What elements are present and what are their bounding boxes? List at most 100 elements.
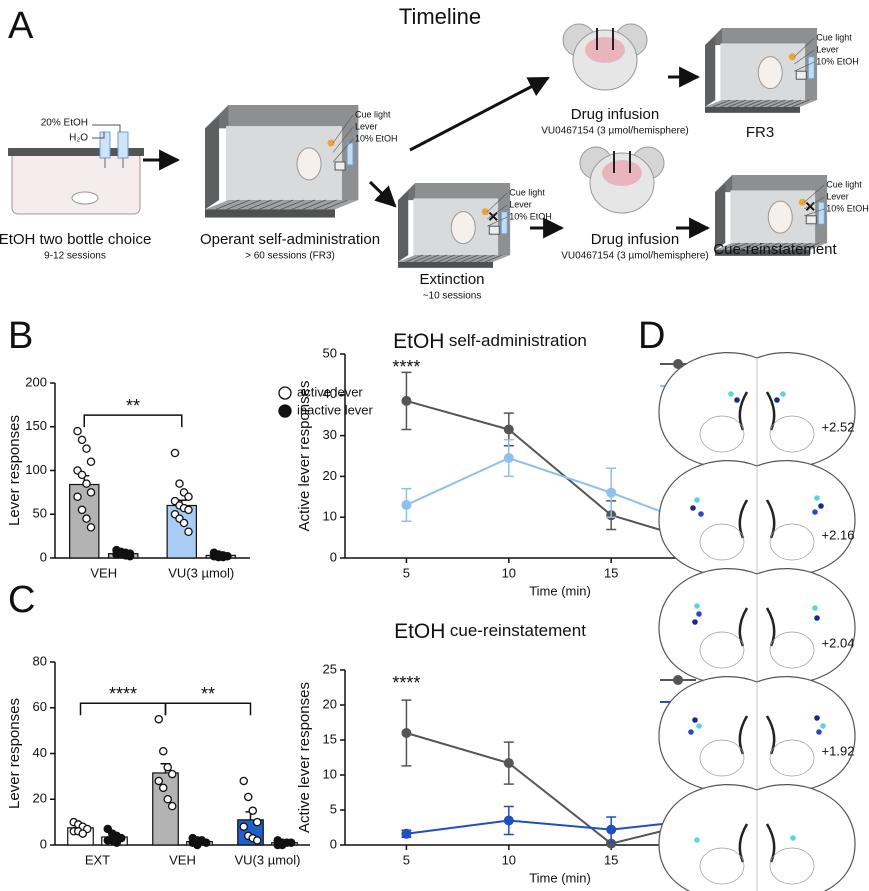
data-point bbox=[606, 487, 617, 498]
label-line bbox=[332, 126, 354, 153]
box-front bbox=[398, 261, 493, 268]
grid-bar bbox=[477, 254, 495, 263]
y-axis-label: Active lever responses bbox=[296, 381, 313, 532]
x-tick-label: 5 bbox=[403, 565, 410, 580]
data-point bbox=[401, 395, 412, 406]
panel-label: B bbox=[8, 315, 33, 357]
rat bbox=[296, 147, 322, 181]
data-point bbox=[78, 829, 88, 838]
placement-dot bbox=[814, 495, 820, 501]
data-point bbox=[82, 444, 91, 453]
cage bbox=[11, 151, 141, 215]
label: VU0467154 (3 µmol/hemisphere) bbox=[561, 251, 709, 262]
annotation: **** bbox=[392, 357, 420, 377]
mouse bbox=[71, 191, 99, 205]
placement-dot bbox=[780, 391, 786, 397]
ventricle bbox=[765, 607, 776, 647]
data-point bbox=[218, 552, 228, 562]
data-point bbox=[184, 492, 193, 501]
cue-light bbox=[788, 53, 796, 61]
ventricle bbox=[765, 391, 776, 431]
bottle bbox=[117, 131, 129, 159]
x-tick-label: 10 bbox=[502, 565, 516, 580]
data-point bbox=[252, 836, 262, 845]
subtitle: self-administration bbox=[449, 331, 587, 350]
data-point bbox=[170, 448, 180, 458]
label: H₂O bbox=[69, 133, 88, 144]
y-tick-label: 60 bbox=[33, 699, 47, 714]
placement-dot bbox=[818, 503, 824, 509]
data-point bbox=[179, 518, 189, 528]
data-point bbox=[154, 776, 163, 786]
lever bbox=[488, 225, 500, 235]
ventricle bbox=[738, 499, 749, 539]
data-point bbox=[167, 801, 177, 811]
data-point bbox=[286, 838, 296, 847]
bottle bbox=[99, 131, 111, 159]
rat bbox=[757, 56, 783, 90]
label: Cue light bbox=[826, 179, 862, 189]
y-tick-label: 0 bbox=[330, 836, 337, 851]
label-line bbox=[794, 37, 815, 58]
ventricle bbox=[738, 607, 749, 647]
data-point bbox=[239, 822, 248, 831]
data-point bbox=[184, 505, 193, 515]
y-tick-label: 40 bbox=[33, 745, 47, 760]
significance-label: **** bbox=[109, 684, 137, 704]
grid-bar bbox=[791, 99, 810, 108]
grid-bar bbox=[291, 199, 316, 210]
box-side bbox=[705, 36, 716, 107]
ventricle bbox=[765, 715, 776, 755]
placement-dot bbox=[814, 615, 820, 621]
label-line bbox=[487, 192, 508, 213]
label: Cue light bbox=[509, 187, 545, 197]
label: 10% EtOH bbox=[509, 211, 552, 221]
data-point bbox=[201, 838, 211, 847]
data-point bbox=[503, 453, 514, 464]
grid-bar bbox=[722, 242, 741, 251]
placement-dot bbox=[694, 497, 700, 503]
grid-bar bbox=[226, 199, 251, 210]
box-front bbox=[205, 209, 335, 218]
data-point bbox=[192, 840, 202, 850]
label-line bbox=[332, 114, 354, 144]
label: 10% EtOH bbox=[816, 56, 859, 66]
y-tick-label: 150 bbox=[25, 418, 47, 433]
grid-bar bbox=[720, 99, 739, 108]
section-title: EtOH cue-reinstatement bbox=[394, 620, 586, 643]
spout bbox=[500, 211, 508, 235]
data-point bbox=[112, 838, 122, 847]
data-point bbox=[401, 728, 412, 738]
y-tick-label: 50 bbox=[33, 506, 47, 521]
grid-bar bbox=[754, 242, 772, 251]
placement-dot bbox=[690, 505, 696, 511]
label: EtOH two bottle choice bbox=[0, 231, 151, 248]
label: 9-12 sessions bbox=[44, 251, 106, 262]
label: Lever bbox=[816, 44, 839, 54]
structure bbox=[699, 739, 745, 777]
data-point bbox=[77, 470, 87, 480]
data-point bbox=[606, 838, 617, 849]
brain bbox=[585, 37, 625, 63]
rat bbox=[450, 211, 476, 245]
grid-bar bbox=[445, 254, 463, 263]
box-side bbox=[715, 183, 726, 250]
grid-bar bbox=[469, 254, 487, 263]
cue-light bbox=[481, 208, 489, 216]
y-tick-label: 80 bbox=[33, 653, 47, 668]
data-point bbox=[248, 806, 257, 815]
lever bbox=[795, 70, 807, 80]
placement-dot bbox=[816, 729, 822, 735]
panel-label: D bbox=[638, 315, 665, 357]
grid-bar bbox=[237, 199, 262, 210]
structure bbox=[699, 847, 745, 885]
grid-bar bbox=[215, 199, 240, 210]
grid-bar bbox=[736, 99, 754, 108]
data-point bbox=[82, 514, 91, 523]
y-tick-label: 25 bbox=[323, 661, 337, 676]
grid-bar bbox=[453, 254, 471, 263]
y-tick-label: 20 bbox=[323, 696, 337, 711]
significance-bracket bbox=[83, 414, 183, 428]
data-point bbox=[86, 457, 96, 466]
data-point bbox=[154, 714, 163, 724]
